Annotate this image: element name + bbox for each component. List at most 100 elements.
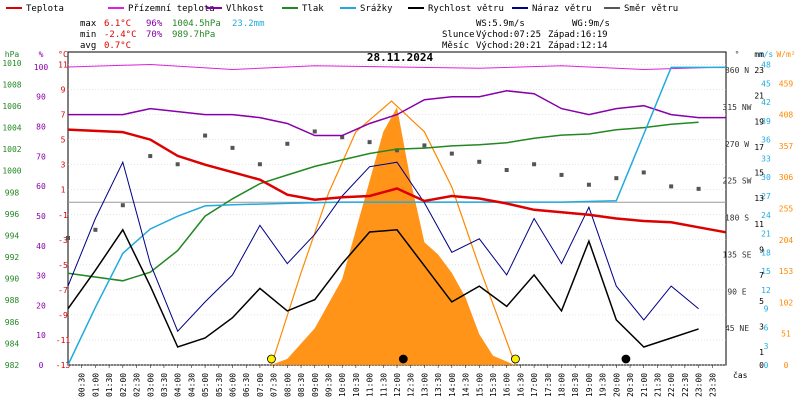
ms-axis-tick: 15 <box>761 267 771 276</box>
axes: hPa1010100810061004100210009989969949929… <box>2 50 795 370</box>
x-tick-label: 12:30 <box>407 373 416 397</box>
x-tick-label: 04:30 <box>187 373 196 397</box>
celsius-axis-tick: 11 <box>58 61 68 70</box>
direction-axis-tick: 135 SE <box>723 250 752 259</box>
ground-temperature-line <box>67 63 727 71</box>
percent-axis-tick: 80 <box>36 123 46 132</box>
x-tick-label: 08:00 <box>283 373 292 397</box>
wind-direction-point <box>504 167 509 172</box>
x-tick-label: 09:30 <box>324 373 333 397</box>
stat-avg-label: avg <box>80 41 96 51</box>
humidity-line <box>68 90 726 137</box>
wm2-axis-tick: 0 <box>784 361 789 370</box>
hpa-axis-tick: 984 <box>5 339 20 348</box>
x-tick-label: 15:00 <box>475 373 484 397</box>
wm2-axis-tick: 255 <box>779 205 794 214</box>
mm-axis-tick: 13 <box>754 194 764 203</box>
sunrise-marker <box>267 354 276 364</box>
mm-axis-tick: 5 <box>759 297 764 306</box>
celsius-axis-unit: °C <box>58 50 68 59</box>
x-tick-label: 22:30 <box>681 373 690 397</box>
stats-block: max 6.1°C 96% 1004.5hPa 23.2mm min -2.4°… <box>80 19 610 51</box>
x-tick-label: 14:30 <box>462 373 471 397</box>
mm-axis-tick: 7 <box>759 271 764 280</box>
celsius-axis-tick: 9 <box>61 86 66 95</box>
percent-axis-tick: 20 <box>36 301 46 310</box>
celsius-axis-tick: -5 <box>58 261 68 270</box>
stat-max-press: 1004.5hPa <box>172 19 221 29</box>
wind-direction-point <box>477 159 482 164</box>
series <box>66 63 727 366</box>
wm2-axis-tick: 102 <box>779 298 794 307</box>
hpa-axis-tick: 1006 <box>2 102 21 111</box>
stat-min-hum: 70% <box>146 30 163 40</box>
legend-label: Srážky <box>360 4 393 14</box>
wind-direction-point <box>93 227 98 232</box>
x-tick-label: 06:00 <box>229 373 238 397</box>
percent-axis-tick: 40 <box>36 242 46 251</box>
hpa-axis-tick: 982 <box>5 361 20 370</box>
x-tick-label: 16:00 <box>503 373 512 397</box>
percent-axis-tick: 90 <box>36 93 46 102</box>
celsius-axis-tick: 7 <box>61 111 66 120</box>
ms-axis-tick: 12 <box>761 286 771 295</box>
x-tick-label: 19:30 <box>599 373 608 397</box>
mm-axis-tick: 15 <box>754 169 764 178</box>
stat-min-press: 989.7hPa <box>172 30 215 40</box>
markers <box>267 354 631 364</box>
x-tick-label: 01:00 <box>91 373 100 397</box>
x-tick-label: 17:00 <box>530 373 539 397</box>
x-tick-label: 11:00 <box>366 373 375 397</box>
mm-axis-tick: 21 <box>754 92 764 101</box>
direction-axis-unit: ° <box>735 50 740 59</box>
wind-direction-point <box>614 176 619 181</box>
moon-label: Měsíc <box>442 41 469 51</box>
x-tick-label: 14:00 <box>448 373 457 397</box>
wind-direction-point <box>395 148 399 153</box>
wind-direction-point <box>285 141 290 146</box>
stat-max-temp: 6.1°C <box>104 19 131 29</box>
direction-axis-tick: 180 S <box>725 214 749 223</box>
x-axis-label: čas <box>733 370 748 380</box>
x-tick-label: 08:30 <box>297 373 306 397</box>
stat-max-rain: 23.2mm <box>232 19 265 29</box>
direction-axis-tick: 270 W <box>725 140 749 149</box>
wind-ws: WS:5.9m/s <box>476 19 525 29</box>
mm-axis-tick: 9 <box>759 246 764 255</box>
x-tick-label: 20:30 <box>626 373 635 397</box>
celsius-axis-tick: -3 <box>58 236 68 245</box>
celsius-axis-tick: -7 <box>58 286 68 295</box>
wind-gust-line <box>67 160 699 333</box>
ms-axis-tick: 42 <box>761 98 771 107</box>
wind-direction-point <box>586 182 591 187</box>
hpa-axis-tick: 1000 <box>2 167 21 176</box>
hpa-axis-tick: 1002 <box>2 145 21 154</box>
moonrise-marker <box>621 354 631 364</box>
wind-direction-point <box>257 162 262 167</box>
celsius-axis-tick: -11 <box>56 336 71 345</box>
celsius-axis-tick: -1 <box>58 211 68 220</box>
ms-axis-unit: m/s <box>759 50 774 59</box>
mm-axis-tick: 23 <box>754 66 764 75</box>
wm2-axis-tick: 459 <box>779 79 794 88</box>
celsius-axis-tick: -13 <box>56 361 71 370</box>
x-tick-label: 15:30 <box>489 373 498 397</box>
x-tick-label: 21:00 <box>640 373 649 397</box>
x-tick-label: 03:30 <box>160 373 169 397</box>
wind-direction-point <box>148 154 153 159</box>
x-tick-label: 06:30 <box>242 373 251 397</box>
wind-direction-point <box>367 140 372 145</box>
ms-axis-tick: 21 <box>761 230 771 239</box>
wind-direction-point <box>559 172 564 177</box>
rain-line <box>67 66 726 366</box>
percent-axis-tick: 60 <box>36 182 46 191</box>
x-tick-label: 07:00 <box>256 373 265 397</box>
percent-axis-tick: 0 <box>39 361 44 370</box>
hpa-axis-tick: 998 <box>5 188 20 197</box>
wind-direction-point <box>312 129 317 134</box>
ms-axis-tick: 27 <box>761 192 771 201</box>
wind-direction-point <box>449 151 454 156</box>
wm2-axis-tick: 153 <box>779 267 794 276</box>
sun-set: Západ:16:19 <box>548 30 608 40</box>
